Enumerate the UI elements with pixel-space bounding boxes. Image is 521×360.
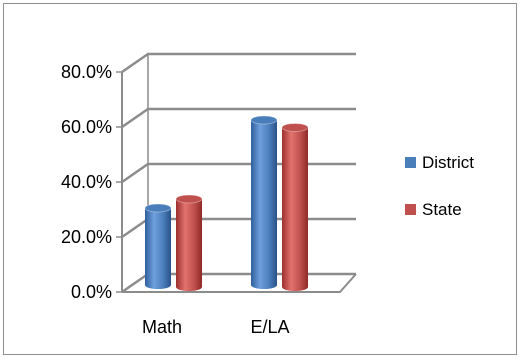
gridline [121,52,356,74]
y-tick-label: 60.0% [61,117,112,137]
y-tick-label: 80.0% [61,62,112,82]
legend: District State [405,153,474,219]
bar-body [176,199,202,287]
bar-district-math [144,203,172,289]
legend-swatch [405,157,416,168]
legend-swatch [405,204,416,215]
y-axis-tick-labels: 0.0% 20.0% 40.0% 60.0% 80.0% [61,62,112,302]
bar-state-math [175,194,203,291]
bar-top [250,115,278,125]
y-tick-label: 40.0% [61,172,112,192]
bar-base [145,281,171,289]
gridline [121,107,356,129]
gridline [121,162,356,184]
legend-label: State [422,200,462,219]
bar-body [282,127,308,287]
bar-base [176,283,202,291]
legend-label: District [422,153,474,172]
y-tick-label: 20.0% [61,227,112,247]
bar-top [281,123,309,132]
bar-top [144,203,172,213]
bar-state-ela [281,123,309,291]
y-tick-label: 0.0% [71,282,112,302]
bars [144,115,309,291]
bar-district-ela [250,115,278,289]
x-category-label: Math [142,317,182,337]
bar-base [282,283,308,291]
bar-body [251,120,277,285]
x-category-label: E/LA [250,317,289,337]
x-axis-category-labels: Math E/LA [142,317,290,337]
bar-body [145,208,171,285]
bar-top [175,194,203,204]
bar-base [251,281,277,289]
floor-edge [122,273,357,293]
